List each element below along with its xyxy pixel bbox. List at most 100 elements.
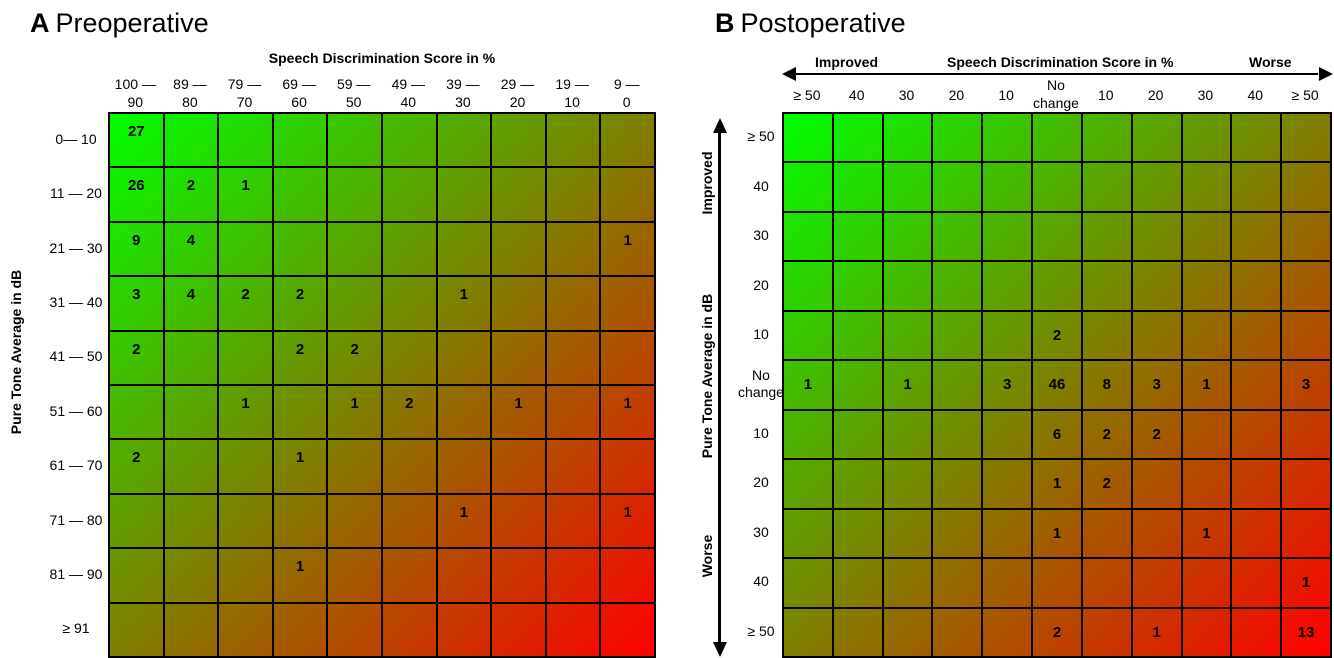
row-header: 61 — 70 <box>38 457 114 474</box>
panel-b-letter: B <box>715 8 735 38</box>
heatmap-cell: 1 <box>1032 508 1082 559</box>
row-header: 81 — 90 <box>38 566 114 583</box>
heatmap-cell: 3 <box>1131 360 1182 410</box>
row-header: 51 — 60 <box>38 403 114 420</box>
row-header: 40 <box>733 178 789 195</box>
heatmap-cell <box>1231 113 1282 163</box>
column-header-line: 40 <box>1247 87 1264 103</box>
heatmap-cell <box>1032 211 1082 262</box>
heatmap-cell <box>491 276 546 331</box>
heatmap-cell <box>832 113 883 163</box>
heatmap-cell <box>491 167 546 222</box>
cell-count-label: 27 <box>127 123 145 140</box>
heatmap-cell: 2 <box>272 330 328 385</box>
column-header: 40 <box>832 86 882 104</box>
heatmap-cell <box>272 167 328 222</box>
column-header: 49 — 40 <box>381 75 436 111</box>
cell-count-label: 6 <box>1052 425 1062 443</box>
cell-count-label: 1 <box>514 395 523 412</box>
row-header-line: 20 <box>753 474 769 491</box>
heatmap-cell: 2 <box>109 330 164 385</box>
heatmap-cell <box>163 602 219 657</box>
panel-a-title: A Preoperative <box>30 8 209 39</box>
row-header-line: change <box>738 384 784 400</box>
heatmap-cell <box>327 113 382 168</box>
heatmap-cell <box>436 167 492 222</box>
heatmap-cell: 2 <box>1032 310 1082 361</box>
panel-b-y-direction-arrow <box>718 132 721 644</box>
panel-b-y-improved-label: Improved <box>699 148 715 218</box>
panel-b-x-axis-title: Speech Discrimination Score in % <box>943 54 1178 70</box>
column-header: 100 — 90 <box>108 75 163 111</box>
heatmap-cell <box>600 330 655 385</box>
column-header: 29 — 20 <box>490 75 545 111</box>
panel-b-x-arrowhead-left-icon <box>782 67 796 81</box>
heatmap-cell <box>982 310 1033 361</box>
cell-count-label: 3 <box>1152 376 1161 394</box>
cell-count-label: 1 <box>350 395 359 412</box>
heatmap-cell <box>832 409 883 460</box>
heatmap-cell <box>327 602 382 657</box>
row-header-line: 40 <box>753 573 769 590</box>
cell-count-label: 1 <box>241 177 250 195</box>
cell-count-label: 1 <box>1152 623 1161 641</box>
row-header: 30 <box>733 227 789 244</box>
heatmap-cell <box>272 385 328 440</box>
row-header: 41 — 50 <box>38 348 114 365</box>
heatmap-cell <box>1231 310 1282 361</box>
heatmap-cell <box>1032 261 1082 311</box>
cell-count-label: 3 <box>1301 376 1311 394</box>
heatmap-cell <box>1181 261 1232 311</box>
heatmap-cell: 2 <box>327 330 382 385</box>
heatmap-cell <box>1081 558 1132 608</box>
cell-count-label: 1 <box>459 503 469 521</box>
heatmap-cell <box>382 548 437 603</box>
heatmap-cell <box>1281 409 1331 460</box>
heatmap-cell <box>932 459 983 509</box>
row-header-line: 31 — 40 <box>49 293 103 310</box>
heatmap-cell <box>600 439 655 494</box>
row-header: ≥ 50 <box>733 623 789 640</box>
panel-b-x-improved-label: Improved <box>811 54 883 70</box>
heatmap-cell <box>783 409 833 460</box>
column-header-line: 10 <box>564 94 580 110</box>
column-header-line: ≥ 50 <box>793 87 821 103</box>
panel-b-y-arrowhead-up-icon <box>713 118 727 133</box>
heatmap-cell <box>1231 409 1282 460</box>
heatmap-cell <box>327 439 382 494</box>
column-header: 19 — 10 <box>545 75 600 111</box>
heatmap-cell <box>163 548 219 603</box>
heatmap-cell <box>783 459 833 509</box>
heatmap-cell <box>163 385 219 440</box>
heatmap-cell <box>1131 113 1182 163</box>
heatmap-cell: 1 <box>1131 607 1182 657</box>
heatmap-cell: 13 <box>1281 607 1331 657</box>
cell-count-label: 1 <box>295 558 305 576</box>
heatmap-cell <box>1081 113 1132 163</box>
cell-count-label: 2 <box>132 340 141 358</box>
column-header-line: 10 <box>998 87 1014 103</box>
row-header: ≥ 91 <box>38 620 114 637</box>
heatmap-cell <box>1281 211 1331 262</box>
heatmap-cell <box>436 548 492 603</box>
heatmap-cell <box>545 602 601 657</box>
cell-count-label: 9 <box>132 231 141 249</box>
panel-preoperative: A Preoperative Speech Discrimination Scor… <box>0 0 665 658</box>
cell-count-label: 2 <box>1152 425 1161 443</box>
column-header-line: 39 — <box>446 76 480 92</box>
heatmap-cell <box>932 310 983 361</box>
heatmap-cell <box>382 276 437 331</box>
row-header: 30 <box>733 524 789 541</box>
column-header: 40 <box>1230 86 1280 104</box>
cell-count-label: 1 <box>459 286 469 304</box>
cell-count-label: 2 <box>1102 475 1111 493</box>
cell-count-label: 1 <box>903 376 912 394</box>
panel-b-x-arrowhead-right-icon <box>1319 67 1333 81</box>
heatmap-cell <box>832 558 883 608</box>
heatmap-cell <box>382 113 437 168</box>
heatmap-cell <box>1131 261 1182 311</box>
row-header-line: 40 <box>753 177 769 194</box>
cell-count-label: 2 <box>132 449 141 467</box>
row-header-line: ≥ 50 <box>747 622 775 639</box>
row-header: 21 — 30 <box>38 240 114 257</box>
